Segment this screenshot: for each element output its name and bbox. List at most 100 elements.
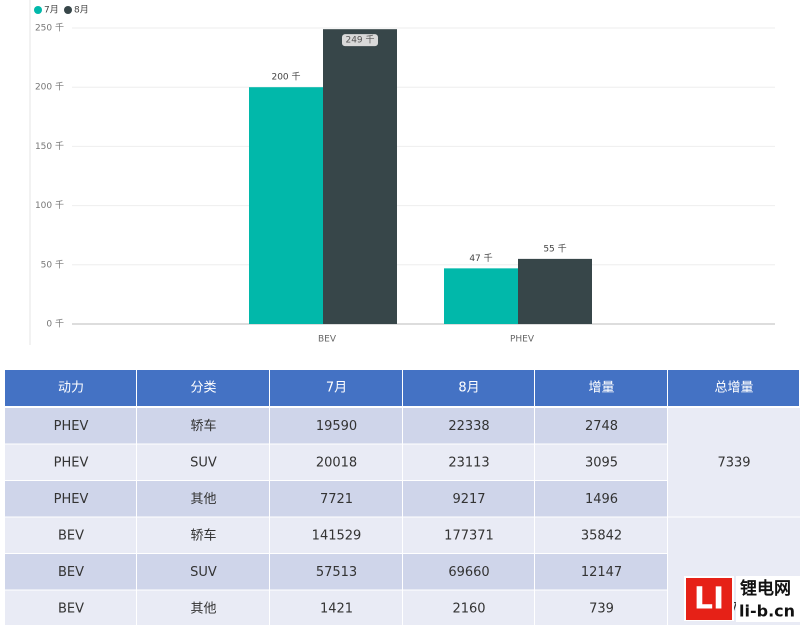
header-text: 增量: [588, 381, 614, 396]
value-label: 47 千: [469, 253, 492, 264]
cell-text: 23113: [448, 455, 489, 470]
cell-text: PHEV: [54, 455, 89, 470]
cell-text: 其他: [190, 601, 216, 616]
cell-text: 1421: [320, 601, 353, 616]
table-cell: [535, 444, 667, 480]
header-text: 动力: [58, 381, 84, 396]
cell-text: PHEV: [54, 419, 89, 434]
bar: [444, 268, 518, 324]
y-tick-label: 100 千: [35, 200, 64, 211]
table-cell: [403, 408, 534, 444]
table-cell: [403, 590, 534, 625]
table-cell: [137, 554, 269, 590]
y-tick-label: 200 千: [35, 82, 64, 93]
header-cell: [668, 370, 799, 406]
cell-text: 177371: [444, 528, 494, 543]
x-tick-label: PHEV: [510, 335, 535, 345]
cell-text: 2748: [585, 419, 618, 434]
cell-text: 22338: [448, 419, 489, 434]
header-text: 8月: [458, 381, 479, 396]
table-cell: [270, 554, 402, 590]
cell-text: 20018: [316, 455, 357, 470]
cell-text: 其他: [190, 492, 216, 507]
cell-text: 739: [589, 601, 614, 616]
total-text: 7339: [717, 455, 750, 470]
table-cell: [535, 590, 667, 625]
cell-text: 12147: [581, 565, 622, 580]
bar: [518, 258, 592, 324]
table-cell: [5, 444, 136, 480]
legend-label: 7月: [44, 5, 59, 16]
cell-text: 7721: [320, 492, 353, 507]
logo-mark-box: [686, 578, 732, 620]
logo-text-bg: [736, 576, 800, 622]
x-tick-label: BEV: [318, 335, 337, 345]
cell-text: BEV: [58, 601, 84, 616]
bar: [323, 29, 397, 325]
cell-text: SUV: [190, 565, 217, 580]
header-text: 分类: [190, 381, 216, 396]
table-cell: [137, 517, 269, 553]
cell-text: BEV: [58, 565, 84, 580]
header-cell: [403, 370, 534, 406]
table-cell: [137, 590, 269, 625]
cell-text: 1496: [585, 492, 618, 507]
cell-text: 35842: [581, 528, 622, 543]
header-text: 7月: [326, 381, 347, 396]
y-tick-label: 250 千: [35, 23, 64, 34]
y-tick-label: 0 千: [46, 319, 64, 330]
table-cell: [535, 554, 667, 590]
header-text: 总增量: [714, 381, 753, 396]
table-cell: [403, 481, 534, 517]
header-cell: [5, 370, 136, 406]
value-label: 200 千: [271, 72, 300, 83]
table-cell: [535, 408, 667, 444]
value-label: 249 千: [345, 35, 374, 46]
cell-text: 轿车: [190, 527, 216, 543]
table-cell: [270, 408, 402, 444]
table-cell: [270, 481, 402, 517]
cell-text: 3095: [585, 455, 618, 470]
y-tick-label: 150 千: [35, 141, 64, 152]
y-tick-label: 50 千: [41, 259, 64, 270]
table-cell: [5, 481, 136, 517]
table-cell: [403, 517, 534, 553]
table-cell: [137, 481, 269, 517]
table-cell: [270, 444, 402, 480]
table-cell: [535, 517, 667, 553]
logo-site: li-b.cn: [739, 602, 795, 621]
table-cell: [137, 408, 269, 444]
cell-text: 19590: [316, 419, 357, 434]
value-label-box: [342, 34, 378, 47]
table-cell: [403, 554, 534, 590]
cell-text: 57513: [316, 565, 357, 580]
table-cell: [270, 517, 402, 553]
logo-mark: LI: [694, 582, 724, 617]
cell-text: SUV: [190, 455, 217, 470]
cell-text: 9217: [452, 492, 485, 507]
table-cell: [5, 554, 136, 590]
legend-swatch: [34, 6, 42, 14]
logo-name: 锂电网: [740, 578, 791, 599]
legend-swatch: [64, 6, 72, 14]
table-cell: [535, 481, 667, 517]
cell-text: BEV: [58, 528, 84, 543]
header-cell: [137, 370, 269, 406]
bar: [249, 87, 323, 324]
table-cell: [5, 408, 136, 444]
cell-text: 69660: [448, 565, 489, 580]
cell-text: 轿车: [190, 418, 216, 434]
cell-text: 141529: [312, 528, 362, 543]
table-cell: [5, 590, 136, 625]
legend-label: 8月: [74, 5, 89, 16]
header-cell: [535, 370, 667, 406]
total-cell: [668, 408, 800, 517]
header-cell: [270, 370, 402, 406]
table-cell: [137, 444, 269, 480]
table-cell: [403, 444, 534, 480]
cell-text: 2160: [452, 601, 485, 616]
table-cell: [270, 590, 402, 625]
cell-text: PHEV: [54, 492, 89, 507]
value-label: 55 千: [543, 243, 566, 254]
